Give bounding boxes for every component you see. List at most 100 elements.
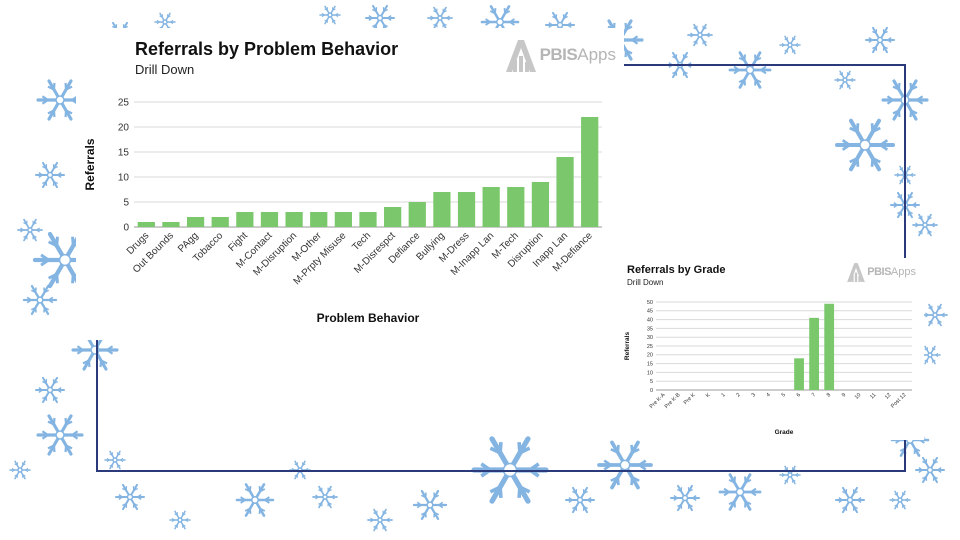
snowflake-icon	[17, 218, 43, 242]
y-tick-label: 5	[123, 198, 129, 209]
snowflake-icon	[565, 486, 595, 514]
bar[interactable]	[186, 217, 205, 227]
snowflake-icon	[36, 79, 84, 121]
bar[interactable]	[433, 192, 451, 227]
x-tick-label: 1	[720, 392, 726, 398]
x-axis-title: Grade	[775, 429, 794, 436]
y-axis-title: Referrals	[83, 138, 97, 190]
y-axis-title: Referrals	[624, 332, 631, 361]
snowflake-icon	[894, 165, 916, 185]
x-tick-label: 7	[811, 392, 817, 398]
bar[interactable]	[809, 317, 820, 390]
bar[interactable]	[794, 358, 804, 390]
bar[interactable]	[408, 202, 426, 227]
snowflake-icon	[881, 79, 929, 121]
logo-suffix: Apps	[890, 266, 916, 278]
y-tick-label: 20	[118, 123, 130, 134]
y-tick-label: 15	[118, 148, 130, 159]
snowflake-icon	[235, 483, 275, 517]
snowflake-icon	[319, 5, 341, 25]
pbis-apps-logo: PBIS Apps	[846, 262, 916, 282]
x-tick-label: 10	[854, 392, 863, 401]
y-tick-label: 5	[650, 379, 653, 385]
x-tick-label: 3	[751, 392, 757, 398]
x-tick-label: Pre K-B	[664, 392, 682, 410]
x-tick-label: 4	[766, 392, 772, 398]
bar[interactable]	[211, 217, 229, 227]
y-tick-label: 30	[647, 335, 653, 341]
bar[interactable]	[310, 212, 328, 227]
logo-brand: PBIS	[867, 266, 891, 278]
bar[interactable]	[260, 212, 279, 227]
y-tick-label: 15	[647, 362, 653, 368]
y-tick-label: 25	[118, 98, 130, 109]
pbis-logo-mark-icon	[505, 40, 536, 72]
y-tick-label: 35	[647, 326, 653, 332]
snowflake-icon	[835, 118, 895, 172]
snowflake-icon	[480, 5, 520, 39]
x-tick-label: Pre K	[683, 392, 697, 406]
snowflake-icon	[104, 450, 126, 470]
snowflake-icon	[779, 35, 801, 55]
snowflake-icon	[312, 485, 338, 509]
bar[interactable]	[384, 207, 402, 227]
bar[interactable]	[531, 182, 550, 227]
chart-title: Referrals by Problem Behavior	[135, 39, 399, 59]
snowflake-icon	[32, 231, 98, 289]
x-tick-label: 5	[781, 392, 787, 398]
x-tick-label: 9	[841, 392, 847, 398]
snowflake-icon	[597, 440, 653, 490]
bar[interactable]	[285, 212, 303, 227]
bar[interactable]	[581, 117, 599, 227]
y-tick-label: 0	[123, 223, 129, 234]
y-tick-label: 50	[647, 300, 653, 306]
x-tick-label: Post 12	[890, 392, 907, 409]
snowflake-icon	[890, 191, 920, 219]
chart-subtitle: Drill Down	[135, 62, 195, 77]
logo-suffix: Apps	[577, 45, 616, 64]
snowflake-icon	[169, 510, 191, 530]
bar[interactable]	[507, 187, 525, 227]
y-tick-label: 45	[647, 309, 653, 315]
x-tick-label: 12	[884, 392, 893, 401]
snowflake-icon	[427, 6, 453, 30]
bar[interactable]	[236, 212, 254, 227]
y-tick-label: 20	[647, 353, 653, 359]
bar[interactable]	[334, 212, 352, 227]
snowflake-icon	[922, 303, 948, 327]
bar[interactable]	[556, 157, 574, 227]
snowflake-icon	[835, 486, 865, 514]
x-tick-label: 11	[869, 392, 877, 400]
bar[interactable]	[359, 212, 377, 227]
logo-brand: PBIS	[539, 45, 578, 64]
bar[interactable]	[162, 222, 180, 227]
x-axis-title: Problem Behavior	[317, 311, 420, 325]
bar[interactable]	[824, 303, 835, 390]
bar[interactable]	[137, 222, 155, 227]
pbis-apps-logo: PBIS Apps	[504, 38, 616, 72]
snowflake-icon	[22, 285, 58, 315]
snowflake-icon	[365, 4, 395, 32]
snowflake-icon	[35, 376, 65, 404]
x-tick-label: 6	[796, 392, 802, 398]
snowflake-icon	[687, 23, 713, 47]
snowflake-icon	[718, 473, 762, 511]
bar[interactable]	[482, 187, 500, 227]
snowflake-icon	[412, 490, 448, 520]
snowflake-icon	[865, 26, 895, 54]
snowflake-icon	[912, 213, 938, 237]
y-tick-label: 0	[650, 388, 653, 394]
bar[interactable]	[457, 192, 476, 227]
y-tick-label: 25	[647, 344, 653, 350]
chart-title: Referrals by Grade	[627, 264, 726, 276]
y-tick-label: 10	[118, 173, 130, 184]
snowflake-icon	[915, 456, 945, 484]
snowflake-icon	[834, 70, 856, 90]
snowflake-icon	[545, 11, 575, 39]
y-tick-label: 10	[647, 370, 653, 376]
pbis-logo-mark-icon	[847, 263, 866, 282]
